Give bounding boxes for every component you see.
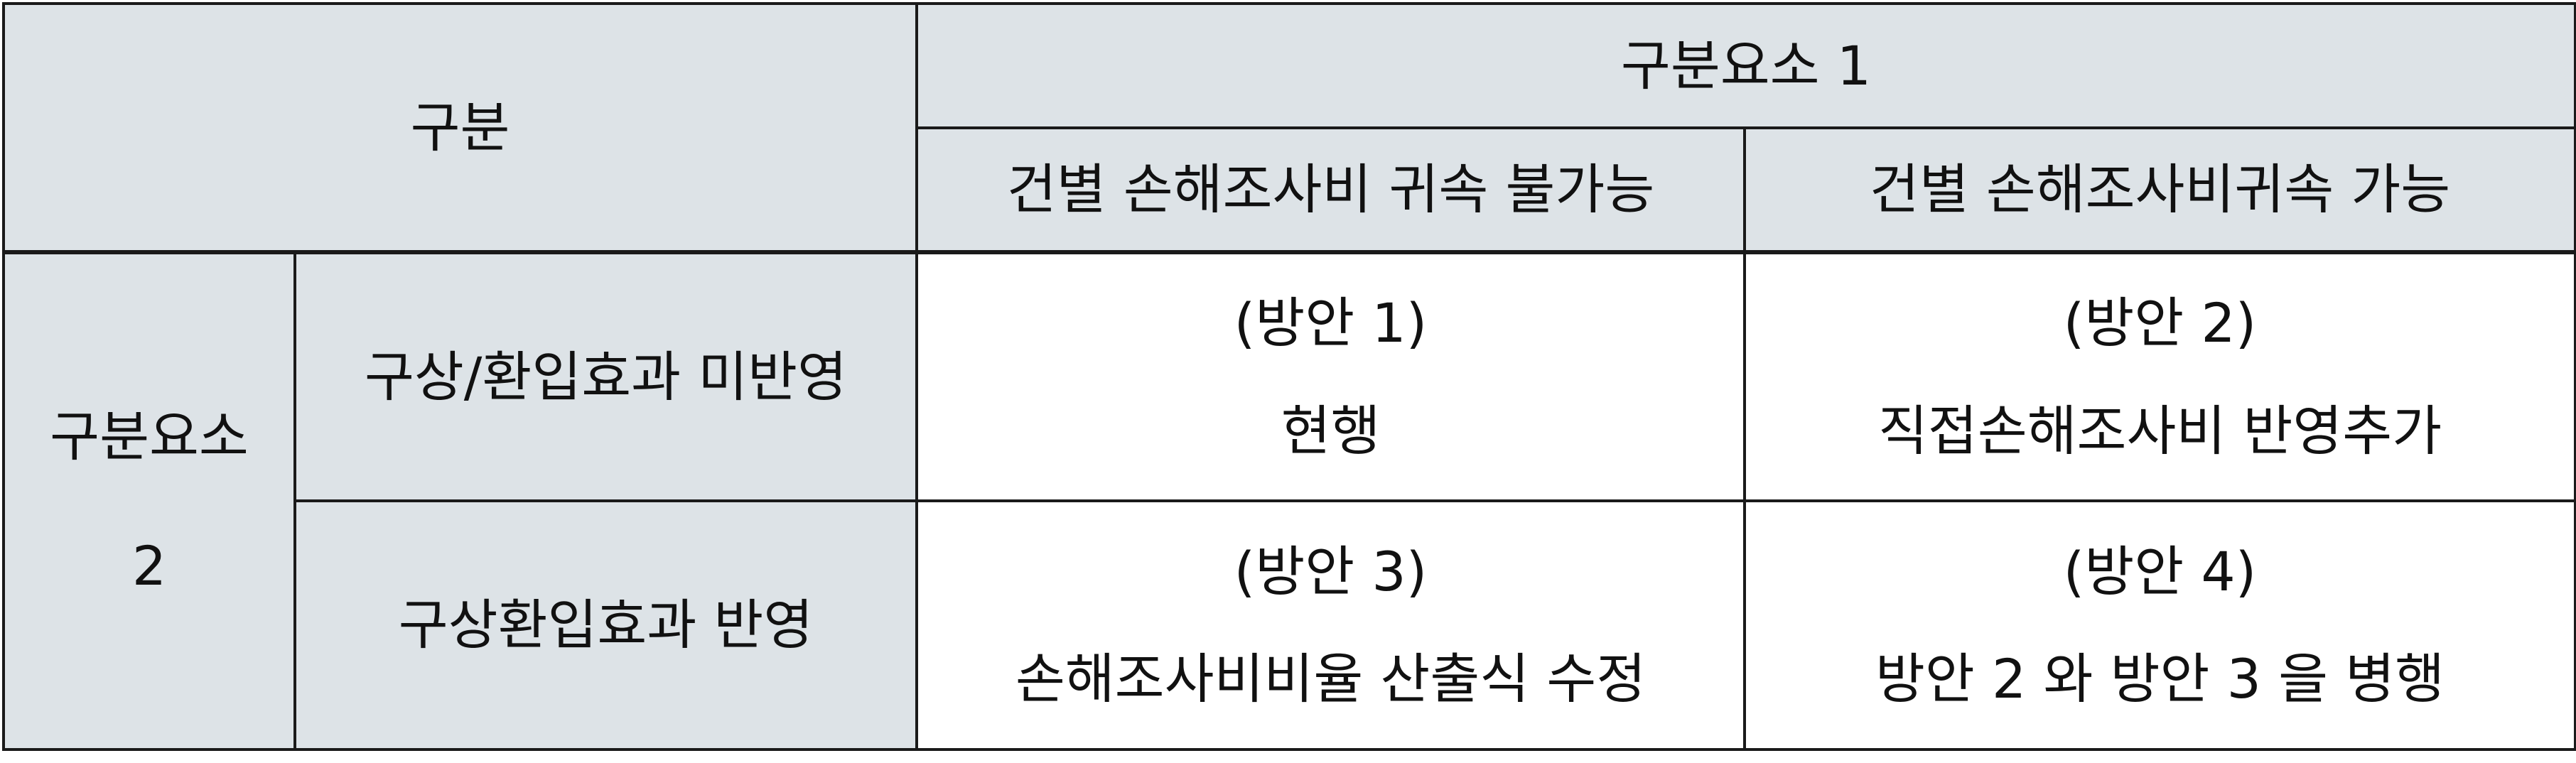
- plan-description: 직접손해조사비 반영추가: [1877, 399, 2442, 462]
- table-row: 구분요소 2 구상/환입효과 미반영 (방안 1) 현행 (방안 2) 직접손해…: [2, 251, 2576, 751]
- plan-cell: (방안 3) 손해조사비비율 산출식 수정: [915, 499, 1746, 751]
- header-col2-cell: 건별 손해조사비귀속 가능: [1742, 126, 2576, 254]
- plan-description: 손해조사비비율 산출식 수정: [1015, 647, 1647, 710]
- plan-title: (방안 4): [2063, 539, 2257, 603]
- header-col1-label: 건별 손해조사비 귀속 불가능: [1006, 158, 1655, 222]
- header-corner-cell: 구분: [2, 2, 918, 254]
- table-row: 구상환입효과 반영 (방안 3) 손해조사비비율 산출식 수정 (방안 4) 방…: [4, 499, 2576, 751]
- plan-title: (방안 3): [1234, 539, 1428, 603]
- group2-label-line2: 2: [131, 534, 167, 597]
- row-label: 구상환입효과 반영: [398, 593, 814, 657]
- header-col1-cell: 건별 손해조사비 귀속 불가능: [915, 126, 1746, 254]
- header-row-1: 구분 구분요소 1: [2, 2, 2576, 254]
- header-group1-label: 구분요소 1: [1620, 33, 1872, 97]
- plan-description: 방안 2 와 방안 3 을 병행: [1875, 647, 2445, 710]
- header-group1-cell: 구분요소 1: [915, 2, 2576, 129]
- group2-label-cell: 구분요소 2: [2, 251, 296, 751]
- group2-label-line1: 구분요소: [50, 405, 249, 469]
- plan-title: (방안 1): [1234, 291, 1428, 355]
- header-row-2: 건별 손해조사비 귀속 불가능 건별 손해조사비귀속 가능: [4, 126, 2576, 254]
- plan-cell: (방안 2) 직접손해조사비 반영추가: [1742, 251, 2576, 502]
- row-label: 구상/환입효과 미반영: [364, 345, 848, 408]
- row-label-cell: 구상/환입효과 미반영: [293, 251, 918, 502]
- plan-cell: (방안 4) 방안 2 와 방안 3 을 병행: [1742, 499, 2576, 751]
- plan-title: (방안 2): [2063, 291, 2257, 355]
- header-col2-label: 건별 손해조사비귀속 가능: [1869, 158, 2451, 222]
- row-label-cell: 구상환입효과 반영: [293, 499, 918, 751]
- plan-cell: (방안 1) 현행: [915, 251, 1746, 502]
- header-corner-label: 구분: [410, 95, 510, 159]
- plan-description: 현행: [1281, 399, 1381, 462]
